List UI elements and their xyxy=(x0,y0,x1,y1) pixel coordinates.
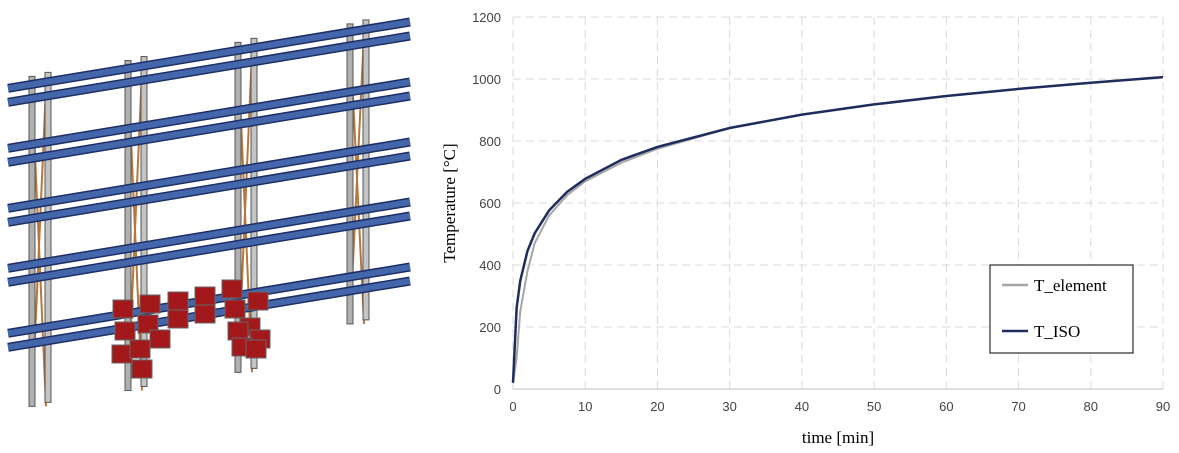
fire-element xyxy=(131,359,153,379)
rack-column xyxy=(250,37,258,369)
x-tick-label: 60 xyxy=(939,399,953,414)
rack-column xyxy=(234,41,242,373)
fire-element xyxy=(167,309,189,329)
x-tick-label: 80 xyxy=(1084,399,1098,414)
rack-beam xyxy=(7,139,411,212)
rack-column xyxy=(346,23,354,325)
series-line xyxy=(511,75,1164,383)
fire-element xyxy=(247,291,269,311)
legend-box xyxy=(989,264,1134,354)
chart: time [min] Temperature [°C] 020040060080… xyxy=(440,10,1170,447)
fire-element xyxy=(167,291,189,311)
fire-element xyxy=(221,279,243,299)
rack-column xyxy=(44,71,52,403)
fire-element xyxy=(112,299,134,319)
y-axis-label: Temperature [°C] xyxy=(440,143,459,262)
rack-column xyxy=(140,56,148,388)
x-tick-label: 30 xyxy=(722,399,736,414)
rack-column xyxy=(28,75,36,407)
rack-rendering xyxy=(7,17,411,407)
x-axis-label: time [min] xyxy=(802,428,874,447)
legend-label: T_element xyxy=(1034,276,1107,295)
rack-beam xyxy=(7,213,411,286)
x-tick-label: 50 xyxy=(867,399,881,414)
fire-element xyxy=(149,329,171,349)
fire-element xyxy=(194,304,216,324)
rack-beam xyxy=(7,19,411,92)
legend-label: T_ISO xyxy=(1034,322,1080,341)
y-tick-label: 400 xyxy=(479,258,501,273)
x-tick-label: 40 xyxy=(795,399,809,414)
x-tick-label: 20 xyxy=(650,399,664,414)
y-tick-label: 0 xyxy=(494,382,501,397)
fire-element xyxy=(129,339,151,359)
rack-column xyxy=(362,19,370,321)
fire-element xyxy=(114,321,136,341)
fire-element xyxy=(139,294,161,314)
rack-beam xyxy=(7,153,411,226)
fire-element xyxy=(194,286,216,306)
rack-beam xyxy=(7,79,411,152)
y-tick-label: 200 xyxy=(479,320,501,335)
rack-column xyxy=(124,60,132,392)
x-tick-label: 90 xyxy=(1156,399,1170,414)
fire-element xyxy=(111,344,133,364)
rack-beam xyxy=(7,33,411,106)
x-tick-label: 10 xyxy=(578,399,592,414)
x-tick-label: 0 xyxy=(509,399,516,414)
y-tick-label: 600 xyxy=(479,196,501,211)
fire-element xyxy=(224,299,246,319)
x-tick-label: 70 xyxy=(1011,399,1025,414)
fire-element xyxy=(245,339,267,359)
rack-beam xyxy=(7,199,411,272)
fire-element xyxy=(137,314,159,334)
y-tick-label: 1000 xyxy=(472,72,501,87)
y-tick-label: 1200 xyxy=(472,10,501,25)
fire-element xyxy=(227,321,249,341)
y-tick-label: 800 xyxy=(479,134,501,149)
rack-beam xyxy=(7,93,411,166)
